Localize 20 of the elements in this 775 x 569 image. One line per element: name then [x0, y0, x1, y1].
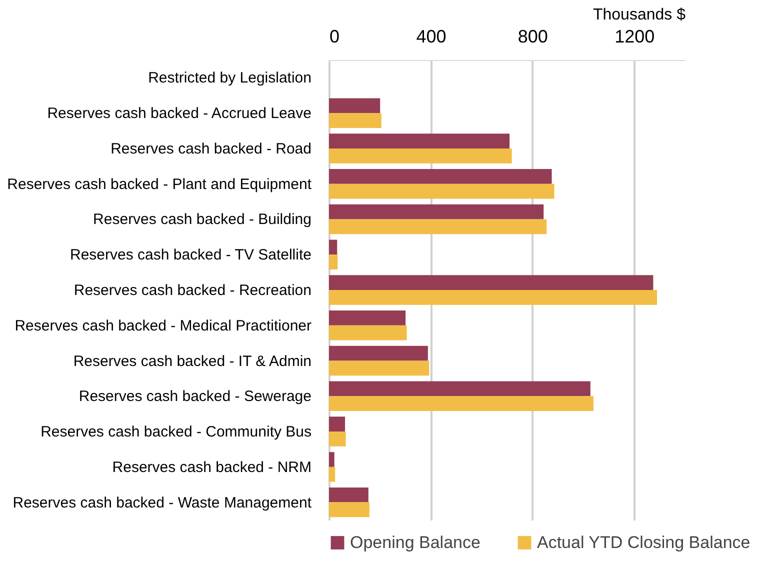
y-tick-label: Reserves cash backed - Road [110, 140, 312, 158]
y-tick-label: Reserves cash backed - Medical Practitioner [14, 317, 312, 334]
y-tick-label: Reserves cash backed - IT & Admin [73, 352, 312, 370]
y-tick-label: Reserves cash backed - Sewerage [78, 388, 312, 406]
y-tick-label: Reserves cash backed - NRM [112, 458, 312, 476]
x-axis-title: Thousands $ [592, 6, 686, 24]
y-tick-label: Restricted by Legislation [148, 70, 312, 87]
x-tick-label: 800 [518, 26, 548, 46]
y-tick-label: Reserves cash backed - Recreation [74, 282, 312, 299]
x-tick-label: 0 [330, 26, 340, 46]
legend-label: Opening Balance [350, 532, 480, 552]
legend-label: Actual YTD Closing Balance [537, 532, 750, 552]
y-tick-label: Reserves cash backed - Accrued Leave [47, 105, 312, 122]
y-tick-label: Reserves cash backed - Waste Management [12, 494, 312, 512]
x-tick-label: 1200 [614, 26, 655, 46]
y-tick-label: Reserves cash backed - Community Bus [40, 424, 312, 441]
x-tick-label: 400 [416, 26, 446, 46]
y-tick-label: Reserves cash backed - TV Satellite [70, 246, 312, 264]
y-tick-label: Reserves cash backed - Building [93, 211, 312, 228]
y-tick-label: Reserves cash backed - Plant and Equipment [7, 176, 312, 193]
